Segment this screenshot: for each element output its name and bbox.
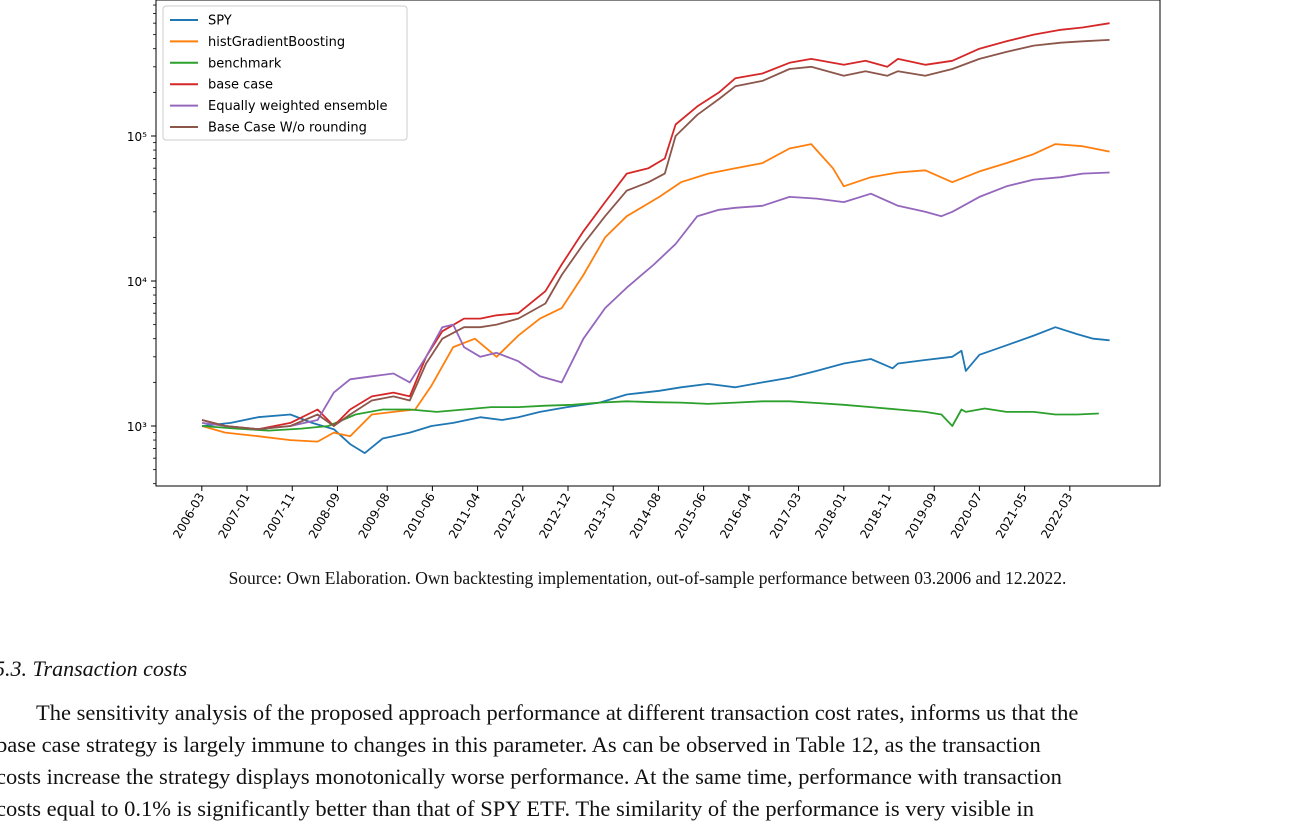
- performance-chart: 2006-03 2007-01 2007-11 2008-09 2009-08 2010-…: [127, 0, 1161, 541]
- series-line-spy: [201, 326, 1110, 454]
- x-tick-label: 2016-04: [717, 491, 754, 541]
- x-tick-label: 2011-04: [446, 490, 483, 540]
- paragraph-line-2: base case strategy is largely immune to …: [0, 732, 1041, 757]
- x-tick-label: 2018-11: [857, 491, 894, 541]
- paragraph-line-3: costs increase the strategy displays mon…: [0, 764, 1062, 789]
- legend: SPY histGradientBoosting benchmark base cas…: [162, 5, 408, 141]
- x-tick-label: 2022-03: [1038, 491, 1075, 541]
- legend-label: benchmark: [208, 56, 282, 71]
- performance-figure: 2006-03 2007-01 2007-11 2008-09 2009-08 2010-…: [127, 0, 1161, 541]
- x-tick-label: 2017-03: [767, 491, 804, 541]
- legend-label: SPY: [208, 14, 232, 29]
- series-line-histgradientboosting: [201, 143, 1110, 443]
- x-tick-label: 2007-11: [261, 491, 298, 541]
- legend-label: histGradientBoosting: [208, 35, 345, 50]
- paragraph-line-1: The sensitivity analysis of the proposed…: [36, 700, 1079, 725]
- y-tick-label: 10³: [127, 420, 147, 434]
- x-tick-label: 2007-01: [215, 491, 252, 541]
- x-tick-label: 2012-12: [536, 491, 573, 541]
- legend-label: Base Case W/o rounding: [208, 121, 367, 136]
- paragraph-line-4: costs equal to 0.1% is significantly bet…: [0, 796, 1034, 821]
- figure-caption: Source: Own Elaboration. Own backtesting…: [228, 568, 1067, 588]
- series-line-base-case-w-o-rounding: [201, 39, 1110, 431]
- x-tick-label: 2009-08: [356, 491, 393, 541]
- y-tick-label: 10⁵: [127, 130, 147, 144]
- x-tick-label: 2019-09: [903, 491, 940, 541]
- x-tick-label: 2018-01: [812, 491, 849, 541]
- legend-label: base case: [208, 78, 273, 93]
- legend-label: Equally weighted ensemble: [208, 99, 387, 114]
- paragraph-continued: base case strategy is largely immune to …: [0, 729, 1290, 825]
- y-axis: 10³ 10⁴ 10⁵: [127, 4, 156, 485]
- x-tick-label: 2010-06: [401, 491, 438, 541]
- series-line-equally-weighted-ensemble: [201, 171, 1110, 431]
- x-tick-label: 2006-03: [170, 491, 207, 541]
- x-tick-label: 2008-09: [306, 491, 343, 541]
- legend-box: [162, 5, 408, 141]
- x-axis: 2006-03 2007-01 2007-11 2008-09 2009-08 2010-…: [170, 486, 1075, 541]
- y-tick-label: 10⁴: [127, 275, 147, 289]
- series-lines: [201, 22, 1110, 454]
- paragraph: The sensitivity analysis of the proposed…: [0, 697, 1290, 729]
- series-line-benchmark: [201, 400, 1099, 432]
- x-tick-label: 2020-07: [948, 491, 985, 541]
- x-tick-label: 2012-02: [491, 491, 528, 541]
- x-tick-label: 2014-08: [627, 491, 664, 541]
- x-tick-label: 2013-10: [582, 491, 619, 541]
- series-line-base-case: [201, 22, 1110, 431]
- x-tick-label: 2021-05: [993, 491, 1030, 541]
- x-tick-label: 2015-06: [672, 491, 709, 541]
- section-heading: 5.3. Transaction costs: [0, 656, 188, 681]
